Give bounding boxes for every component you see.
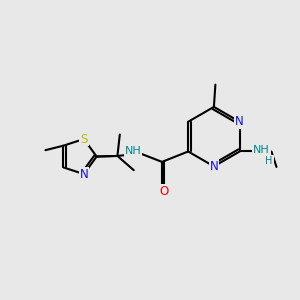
Text: NH: NH	[124, 146, 141, 156]
Text: H: H	[266, 156, 273, 166]
Text: NH: NH	[253, 145, 270, 155]
Text: N: N	[235, 115, 244, 128]
Text: N: N	[80, 168, 88, 181]
Text: S: S	[80, 133, 88, 146]
Text: N: N	[209, 160, 218, 173]
Text: O: O	[160, 184, 169, 197]
